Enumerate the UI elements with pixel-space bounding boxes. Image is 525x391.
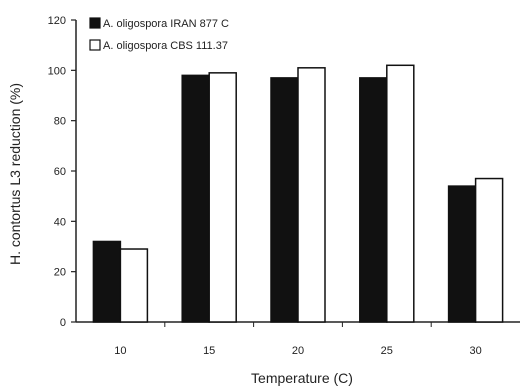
bar-series-2-10 xyxy=(119,248,149,323)
y-axis: 0 20 40 60 80 100 120 xyxy=(48,15,77,329)
x-tick-label: 25 xyxy=(381,345,393,357)
bar-series-1-15 xyxy=(181,74,210,323)
y-tick-label: 60 xyxy=(54,166,66,178)
x-axis-title: Temperature (C) xyxy=(251,370,353,386)
legend-label-2: A. oligospora CBS 111.37 xyxy=(103,40,228,52)
bar-series-2-20 xyxy=(297,67,326,323)
legend-label-1: A. oligospora IRAN 877 C xyxy=(103,18,229,30)
bar-series-1-10 xyxy=(92,240,122,323)
bar-series-2-25 xyxy=(386,64,415,323)
bar-series-2-15 xyxy=(208,72,237,323)
y-axis-title: H. contortus L3 reduction (%) xyxy=(7,83,23,265)
x-tick-label: 30 xyxy=(469,345,481,357)
y-tick-label: 40 xyxy=(54,216,66,228)
x-axis: 10 15 20 25 30 xyxy=(76,321,520,357)
legend: A. oligospora IRAN 877 C A. oligospora CB… xyxy=(89,17,229,52)
bar-series-2-30 xyxy=(474,177,504,323)
y-tick-label: 100 xyxy=(48,65,66,77)
y-tick-label: 0 xyxy=(60,317,66,329)
bar-series-1-20 xyxy=(270,77,299,323)
x-tick-label: 10 xyxy=(114,345,126,357)
x-tick-label: 15 xyxy=(203,345,215,357)
legend-swatch-2 xyxy=(89,39,101,51)
y-tick-label: 20 xyxy=(54,267,66,279)
bars xyxy=(92,64,504,323)
y-tick-label: 120 xyxy=(48,15,66,27)
y-tick-label: 80 xyxy=(54,116,66,128)
bar-series-1-30 xyxy=(447,185,477,323)
legend-swatch-1 xyxy=(89,17,101,29)
bar-series-1-25 xyxy=(359,77,388,323)
x-tick-label: 20 xyxy=(292,345,304,357)
